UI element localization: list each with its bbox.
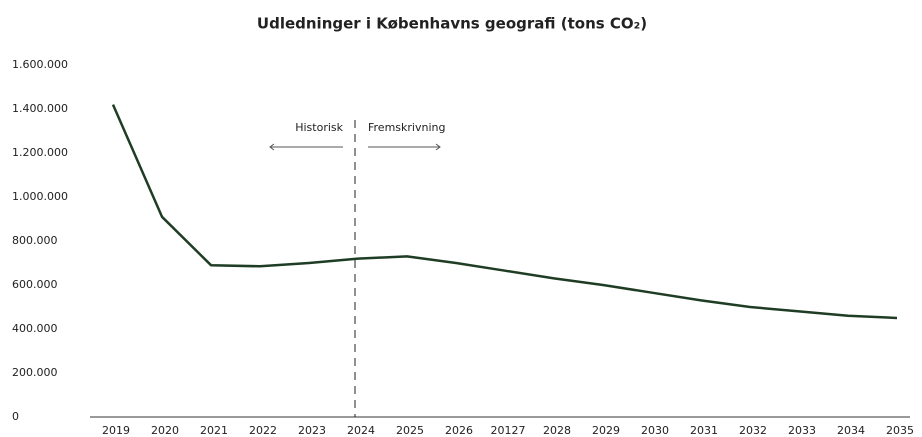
chart-title: Udledninger i Københavns geografi (tons … xyxy=(257,15,647,33)
x-tick-label: 2024 xyxy=(347,424,375,437)
x-tick-label: 2030 xyxy=(641,424,669,437)
x-tick-label: 2023 xyxy=(298,424,326,437)
x-tick-label: 2035 xyxy=(886,424,914,437)
annotation: Historisk xyxy=(295,121,343,134)
x-tick-label: 2029 xyxy=(592,424,620,437)
y-tick-label: 1.600.000 xyxy=(12,58,68,71)
arrow-right xyxy=(368,143,441,151)
annotation: Fremskrivning xyxy=(368,121,445,134)
x-tick-label: 2031 xyxy=(690,424,718,437)
y-tick-label: 1.000.000 xyxy=(12,190,68,203)
y-tick-label: 600.000 xyxy=(12,278,58,291)
x-tick-label: 2022 xyxy=(249,424,277,437)
x-tick-label: 20127 xyxy=(491,424,526,437)
y-tick-label: 800.000 xyxy=(12,234,58,247)
x-tick-label: 2034 xyxy=(837,424,865,437)
x-tick-label: 2019 xyxy=(102,424,130,437)
y-tick-label: 0 xyxy=(12,410,19,423)
x-tick-label: 2025 xyxy=(396,424,424,437)
y-tick-label: 1.200.000 xyxy=(12,146,68,159)
x-tick-label: 2028 xyxy=(543,424,571,437)
x-tick-label: 2032 xyxy=(739,424,767,437)
y-tick-label: 400.000 xyxy=(12,322,58,335)
y-tick-label: 1.400.000 xyxy=(12,102,68,115)
line-series xyxy=(111,104,898,320)
x-tick-label: 2033 xyxy=(788,424,816,437)
x-tick-label: 2021 xyxy=(200,424,228,437)
x-tick-label: 2020 xyxy=(151,424,179,437)
y-tick-label: 200.000 xyxy=(12,366,58,379)
arrow-left xyxy=(269,143,343,151)
x-tick-label: 2026 xyxy=(445,424,473,437)
